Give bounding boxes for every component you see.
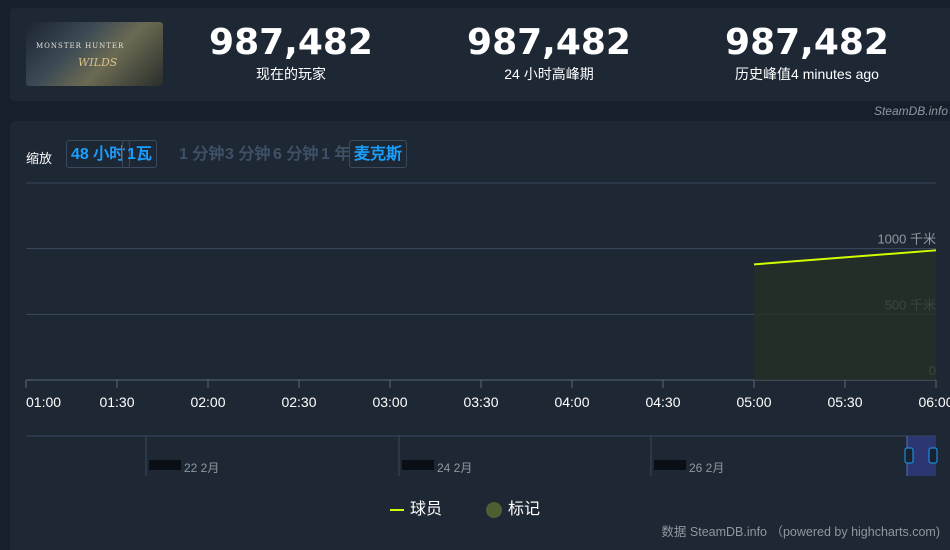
all-time-peak-label: 历史峰值4 minutes ago (735, 66, 879, 82)
zoom-max-button[interactable]: 麦克斯 (349, 140, 408, 168)
legend-markers-label: 标记 (508, 501, 541, 518)
game-thumbnail[interactable]: MONSTER HUNTER WILDS (26, 22, 163, 86)
zoom-label: 缩放 (26, 151, 53, 166)
stats-card: MONSTER HUNTER WILDS 987,482 现在的玩家 987,4… (10, 8, 950, 101)
x-tick-label: 02:00 (190, 394, 225, 410)
zoom-1w-button[interactable]: 1瓦 (122, 140, 157, 168)
series-line-players (753, 249, 937, 266)
x-tick-label: 03:00 (372, 394, 407, 410)
x-tick-label: 01:30 (99, 394, 134, 410)
zoom-3m-button[interactable]: 3 分钟 (225, 146, 271, 163)
navigator-handle-left[interactable] (904, 447, 914, 464)
navigator-date-label: 22 2月 (184, 461, 219, 475)
legend-players-label: 球员 (410, 501, 443, 518)
x-tick-label: 04:30 (645, 394, 680, 410)
series-area-players (754, 250, 936, 380)
navigator-label-mask (149, 460, 181, 470)
all-time-peak-value: 987,482 (725, 22, 889, 63)
x-tick-label: 04:00 (554, 394, 589, 410)
navigator-date-label: 26 2月 (689, 461, 724, 475)
footer-credit[interactable]: 数据 SteamDB.info （powered by highcharts.c… (661, 525, 940, 539)
zoom-6m-button[interactable]: 6 分钟 (273, 146, 319, 163)
peak-24h-label: 24 小时高峰期 (504, 66, 594, 82)
x-tick-label: 05:00 (736, 394, 771, 410)
legend-line-swatch (390, 508, 404, 511)
navigator-handle-right[interactable] (928, 447, 938, 464)
zoom-1y-button[interactable]: 1 年 (321, 146, 351, 163)
x-tick-label: 05:30 (827, 394, 862, 410)
zoom-1m-button[interactable]: 1 分钟 (179, 146, 225, 163)
legend-dot-swatch (486, 501, 502, 518)
legend-players[interactable]: 球员 (390, 495, 442, 519)
steamdb-credit[interactable]: SteamDB.info (873, 104, 948, 118)
navigator-label-mask (402, 460, 434, 470)
peak-24h-stat: 987,482 24 小时高峰期 (449, 24, 649, 84)
x-tick-label: 06:00 (918, 394, 950, 410)
y-tick-label: 1000 千米 (877, 232, 936, 247)
navigator-label-mask (654, 460, 686, 470)
game-logo-subtitle: WILDS (78, 56, 118, 69)
peak-24h-value: 987,482 (467, 22, 631, 63)
current-players-stat: 987,482 现在的玩家 (191, 24, 391, 84)
game-logo-text: MONSTER HUNTER (36, 42, 125, 50)
x-tick-label: 03:30 (463, 394, 498, 410)
current-players-value: 987,482 (209, 22, 373, 63)
all-time-peak-stat: 987,482 历史峰值4 minutes ago (707, 24, 907, 84)
legend-markers[interactable]: 标记 (486, 495, 540, 519)
zoom-48h-button[interactable]: 48 小时 (66, 140, 131, 168)
x-tick-label: 01:00 (26, 394, 61, 410)
navigator-date-label: 24 2月 (437, 461, 472, 475)
x-tick-label: 02:30 (281, 394, 316, 410)
current-players-label: 现在的玩家 (256, 66, 326, 82)
